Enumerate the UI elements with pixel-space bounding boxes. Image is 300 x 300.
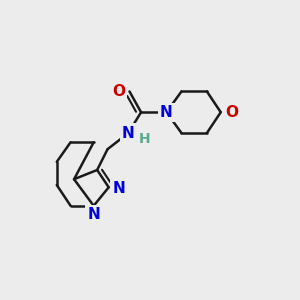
Text: N: N — [112, 181, 125, 196]
Text: N: N — [87, 207, 100, 222]
Text: H: H — [139, 132, 150, 146]
Text: N: N — [122, 125, 135, 140]
Text: O: O — [112, 84, 125, 99]
Text: O: O — [225, 105, 239, 120]
Text: N: N — [160, 105, 173, 120]
